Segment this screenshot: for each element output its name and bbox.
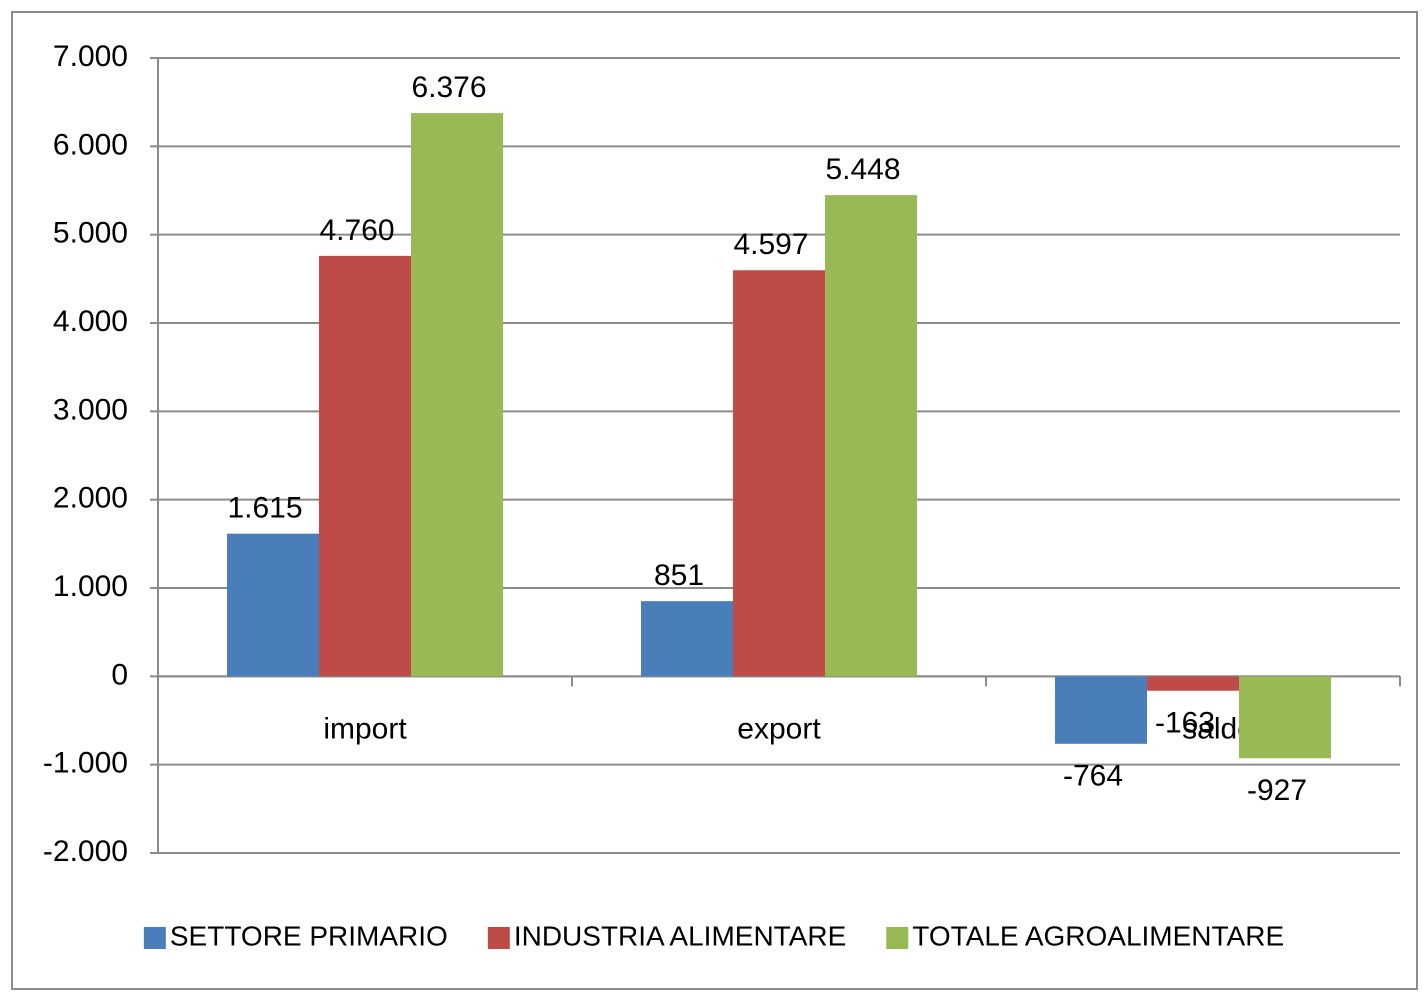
y-tick-label: -1.000 — [43, 747, 128, 780]
y-tick-label: 1.000 — [53, 570, 128, 603]
bar — [641, 601, 733, 677]
x-tick-label: import — [323, 712, 407, 745]
bar — [733, 270, 825, 677]
y-tick-label: 4.000 — [53, 305, 128, 338]
y-tick-label: 5.000 — [53, 217, 128, 250]
bar — [411, 113, 503, 677]
legend-swatch — [143, 927, 166, 949]
bar — [319, 255, 411, 677]
value-label: 4.597 — [733, 228, 808, 261]
bar — [1055, 676, 1147, 744]
legend-label: TOTALE AGROALIMENTARE — [912, 920, 1284, 951]
value-label: -764 — [1063, 760, 1123, 793]
value-label: 5.448 — [825, 153, 900, 186]
value-label: 6.376 — [411, 71, 486, 104]
legend-label: SETTORE PRIMARIO — [170, 920, 448, 951]
y-tick-label: 0 — [111, 658, 128, 691]
legend-label: INDUSTRIA ALIMENTARE — [514, 920, 846, 951]
legend-swatch — [487, 927, 510, 949]
bar — [1239, 676, 1331, 759]
legend-swatch — [886, 927, 909, 949]
y-tick-label: 3.000 — [53, 393, 128, 426]
bar — [1147, 676, 1239, 691]
value-label: -927 — [1247, 774, 1307, 807]
value-label: 1.615 — [227, 492, 302, 525]
y-tick-label: 6.000 — [53, 128, 128, 161]
y-tick-label: -2.000 — [43, 835, 128, 868]
value-label: 4.760 — [319, 214, 394, 247]
value-label: -163 — [1155, 707, 1215, 740]
x-tick-label: export — [737, 712, 821, 745]
y-tick-label: 2.000 — [53, 482, 128, 515]
bar — [227, 533, 319, 677]
value-label: 851 — [654, 559, 704, 592]
y-tick-label: 7.000 — [53, 40, 128, 73]
legend: SETTORE PRIMARIO INDUSTRIA ALIMENTARE TOTA… — [143, 920, 1284, 951]
bar — [825, 195, 917, 677]
